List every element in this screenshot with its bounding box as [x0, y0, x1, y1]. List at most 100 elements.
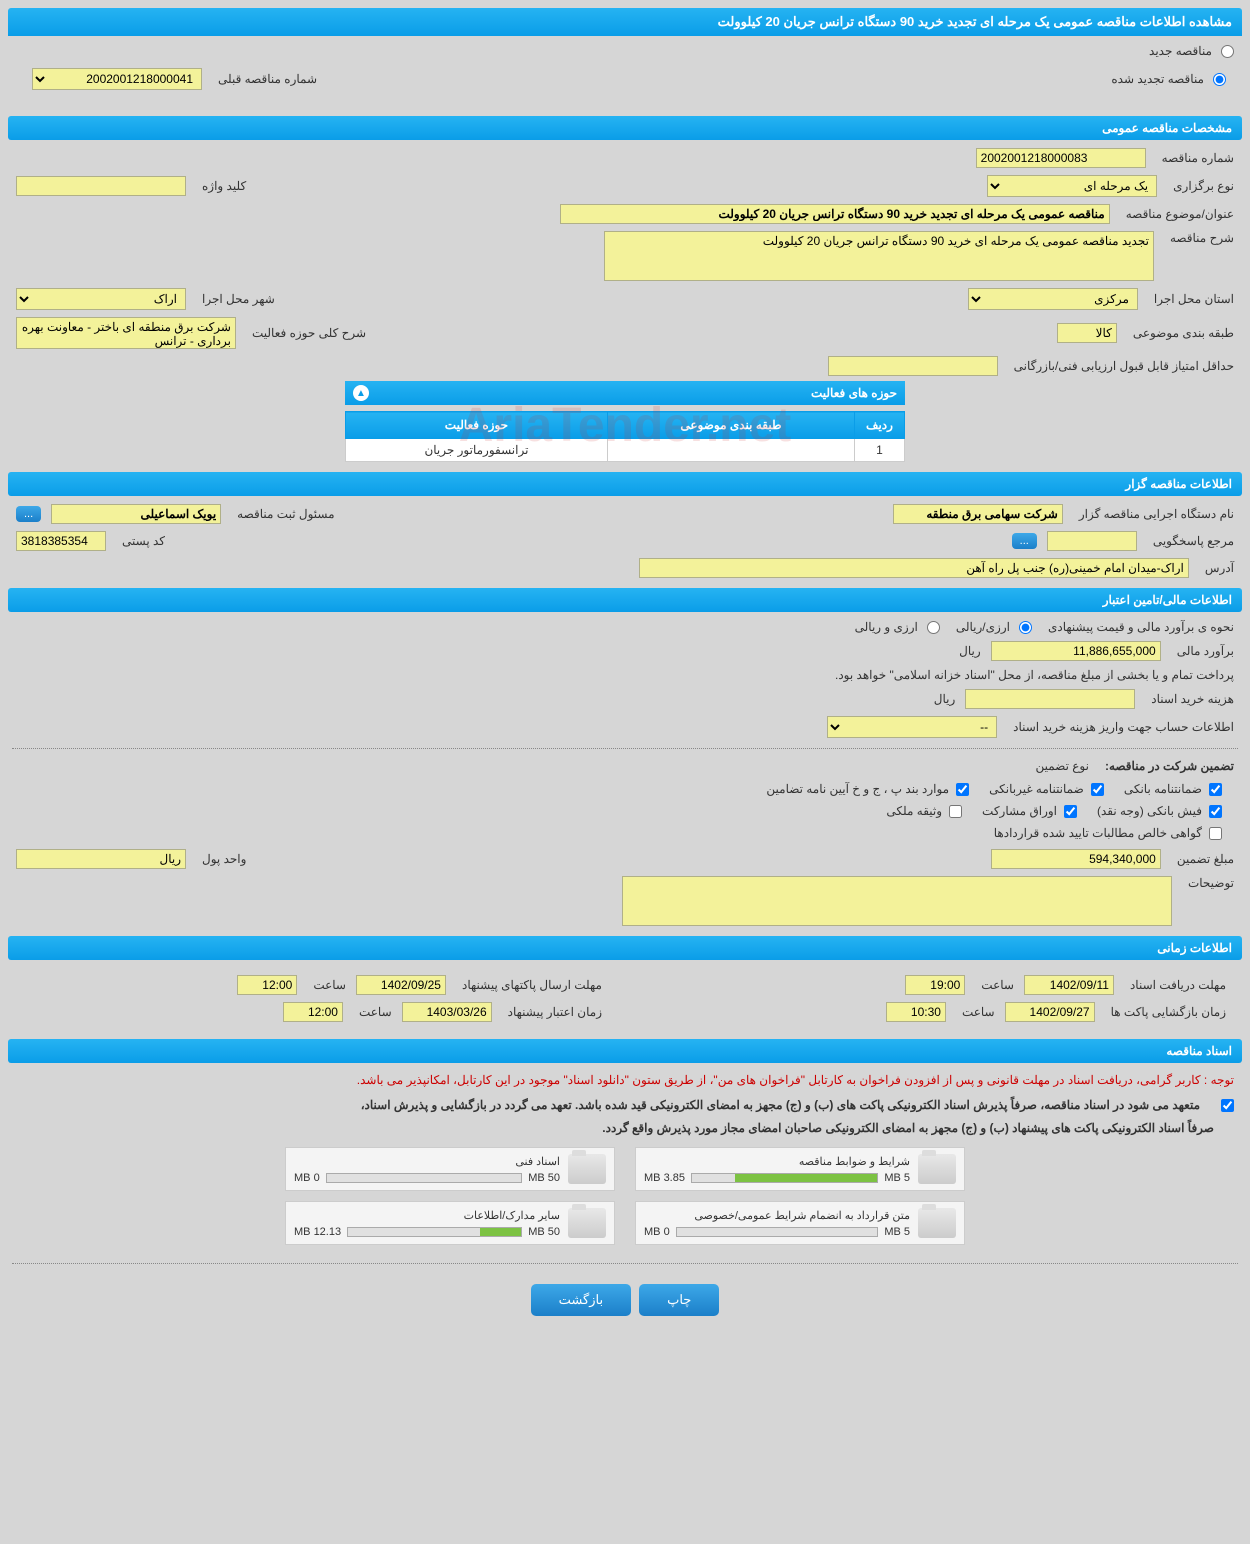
section-organizer: اطلاعات مناقصه گزار	[8, 472, 1242, 496]
postal-label: کد پستی	[122, 534, 165, 548]
g2-label: ضمانتنامه غیربانکی	[989, 782, 1084, 796]
prev-number-label: شماره مناقصه قبلی	[218, 72, 317, 86]
open-date[interactable]	[1005, 1002, 1095, 1022]
doccost-label: هزینه خرید اسناد	[1151, 692, 1234, 706]
account-select[interactable]: --	[827, 716, 997, 738]
tender-renewed-label: مناقصه تجدید شده	[1111, 72, 1204, 86]
registrar-more-button[interactable]: ...	[16, 506, 41, 522]
registrar-label: مسئول ثبت مناقصه	[237, 507, 334, 521]
minscore-label: حداقل امتیاز قابل قبول ارزیابی فنی/بازرگ…	[1014, 359, 1234, 373]
source-note: پرداخت تمام و یا بخشی از مبلغ مناقصه، از…	[835, 668, 1234, 682]
postal-input[interactable]	[16, 531, 106, 551]
section-financial: اطلاعات مالی/تامین اعتبار	[8, 588, 1242, 612]
divider	[12, 1263, 1238, 1264]
notice-red: توجه : کاربر گرامی، دریافت اسناد در مهلت…	[8, 1069, 1242, 1091]
resp-input[interactable]	[1047, 531, 1137, 551]
g2-check[interactable]	[1091, 783, 1104, 796]
amount-label: برآورد مالی	[1177, 644, 1234, 658]
title-label: عنوان/موضوع مناقصه	[1126, 207, 1234, 221]
amount-input[interactable]	[991, 641, 1161, 661]
notes-textarea[interactable]	[622, 876, 1172, 926]
gunit-input[interactable]	[16, 849, 186, 869]
open-time[interactable]	[886, 1002, 946, 1022]
tender-new-radio-row: مناقصه جدید	[16, 44, 1234, 58]
receive-date[interactable]	[1024, 975, 1114, 995]
validity-date[interactable]	[402, 1002, 492, 1022]
file-card[interactable]: شرایط و ضوابط مناقصه 5 MB 3.85 MB	[635, 1147, 965, 1191]
file-card[interactable]: سایر مدارک/اطلاعات 50 MB 12.13 MB	[285, 1201, 615, 1245]
g1-label: ضمانتنامه بانکی	[1124, 782, 1202, 796]
gamount-input[interactable]	[991, 849, 1161, 869]
open-label: زمان بازگشایی پاکت ها	[1111, 1005, 1226, 1019]
file-used: 0 MB	[644, 1226, 670, 1238]
g3-check[interactable]	[956, 783, 969, 796]
back-button[interactable]: بازگشت	[531, 1284, 631, 1316]
city-select[interactable]: اراک	[16, 288, 186, 310]
keyword-label: کلید واژه	[202, 179, 246, 193]
activity-header-text: حوزه های فعالیت	[811, 386, 897, 400]
category-input[interactable]	[1057, 323, 1117, 343]
table-row: 1 ترانسفورماتور جریان	[346, 439, 905, 462]
rial-radio[interactable]	[1019, 621, 1032, 634]
send-time[interactable]	[237, 975, 297, 995]
commit-check[interactable]	[1221, 1099, 1234, 1112]
file-total: 50 MB	[528, 1226, 560, 1238]
receive-time[interactable]	[905, 975, 965, 995]
tender-renewed-radio-row: مناقصه تجدید شده	[1105, 72, 1226, 86]
send-label: مهلت ارسال پاکتهای پیشنهاد	[462, 978, 602, 992]
open-time-label: ساعت	[962, 1005, 995, 1019]
doccost-input[interactable]	[965, 689, 1135, 709]
currency-radio[interactable]	[927, 621, 940, 634]
activity-desc-textarea[interactable]: شرکت برق منطقه ای باختر - معاونت بهره بر…	[16, 317, 236, 349]
g7-label: گواهی خالص مطالبات تایید شده قراردادها	[994, 826, 1202, 840]
section-timing: اطلاعات زمانی	[8, 936, 1242, 960]
divider	[12, 748, 1238, 749]
file-used: 3.85 MB	[644, 1172, 685, 1184]
folder-icon	[568, 1154, 606, 1184]
file-card[interactable]: اسناد فنی 50 MB 0 MB	[285, 1147, 615, 1191]
tender-renewed-radio[interactable]	[1213, 73, 1226, 86]
col-row: ردیف	[855, 412, 905, 439]
notes-label: توضیحات	[1188, 876, 1234, 890]
file-used: 12.13 MB	[294, 1226, 341, 1238]
estimate-type-label: نحوه ی برآورد مالی و قیمت پیشنهادی	[1048, 620, 1234, 634]
g5-check[interactable]	[1064, 805, 1077, 818]
prev-number-select[interactable]: 2002001218000041	[32, 68, 202, 90]
cell-cat	[607, 439, 854, 462]
receive-label: مهلت دریافت اسناد	[1130, 978, 1226, 992]
tender-new-label: مناقصه جدید	[1149, 44, 1212, 58]
desc-textarea[interactable]: تجدید مناقصه عمومی یک مرحله ای خرید 90 د…	[604, 231, 1154, 281]
province-label: استان محل اجرا	[1154, 292, 1234, 306]
g7-check[interactable]	[1209, 827, 1222, 840]
registrar-input[interactable]	[51, 504, 221, 524]
file-card[interactable]: متن قرارداد به انضمام شرایط عمومی/خصوصی …	[635, 1201, 965, 1245]
resp-search-button[interactable]: ...	[1012, 533, 1037, 549]
g6-check[interactable]	[949, 805, 962, 818]
g6-label: وثیقه ملکی	[886, 804, 942, 818]
org-name-label: نام دستگاه اجرایی مناقصه گزار	[1079, 507, 1234, 521]
file-grid: شرایط و ضوابط مناقصه 5 MB 3.85 MB اسناد …	[275, 1137, 975, 1255]
cell-num: 1	[855, 439, 905, 462]
guarantee-label: تضمین شرکت در مناقصه:	[1105, 759, 1234, 773]
doccost-unit: ریال	[934, 692, 956, 706]
type-select[interactable]: یک مرحله ای	[987, 175, 1157, 197]
org-name-input[interactable]	[893, 504, 1063, 524]
tender-number-label: شماره مناقصه	[1162, 151, 1234, 165]
activity-desc-label: شرح کلی حوزه فعالیت	[252, 326, 366, 340]
file-total: 50 MB	[528, 1172, 560, 1184]
send-date[interactable]	[356, 975, 446, 995]
g1-check[interactable]	[1209, 783, 1222, 796]
validity-time[interactable]	[283, 1002, 343, 1022]
tender-new-radio[interactable]	[1221, 45, 1234, 58]
currency-label: ارزی و ریالی	[855, 620, 918, 634]
tender-number-input[interactable]	[976, 148, 1146, 168]
collapse-icon[interactable]: ▲	[353, 385, 369, 401]
province-select[interactable]: مرکزی	[968, 288, 1138, 310]
print-button[interactable]: چاپ	[639, 1284, 719, 1316]
address-input[interactable]	[639, 558, 1189, 578]
keyword-input[interactable]	[16, 176, 186, 196]
minscore-input[interactable]	[828, 356, 998, 376]
title-input[interactable]	[560, 204, 1110, 224]
commit1: متعهد می شود در اسناد مناقصه، صرفاً پذیر…	[353, 1096, 1208, 1114]
g4-check[interactable]	[1209, 805, 1222, 818]
